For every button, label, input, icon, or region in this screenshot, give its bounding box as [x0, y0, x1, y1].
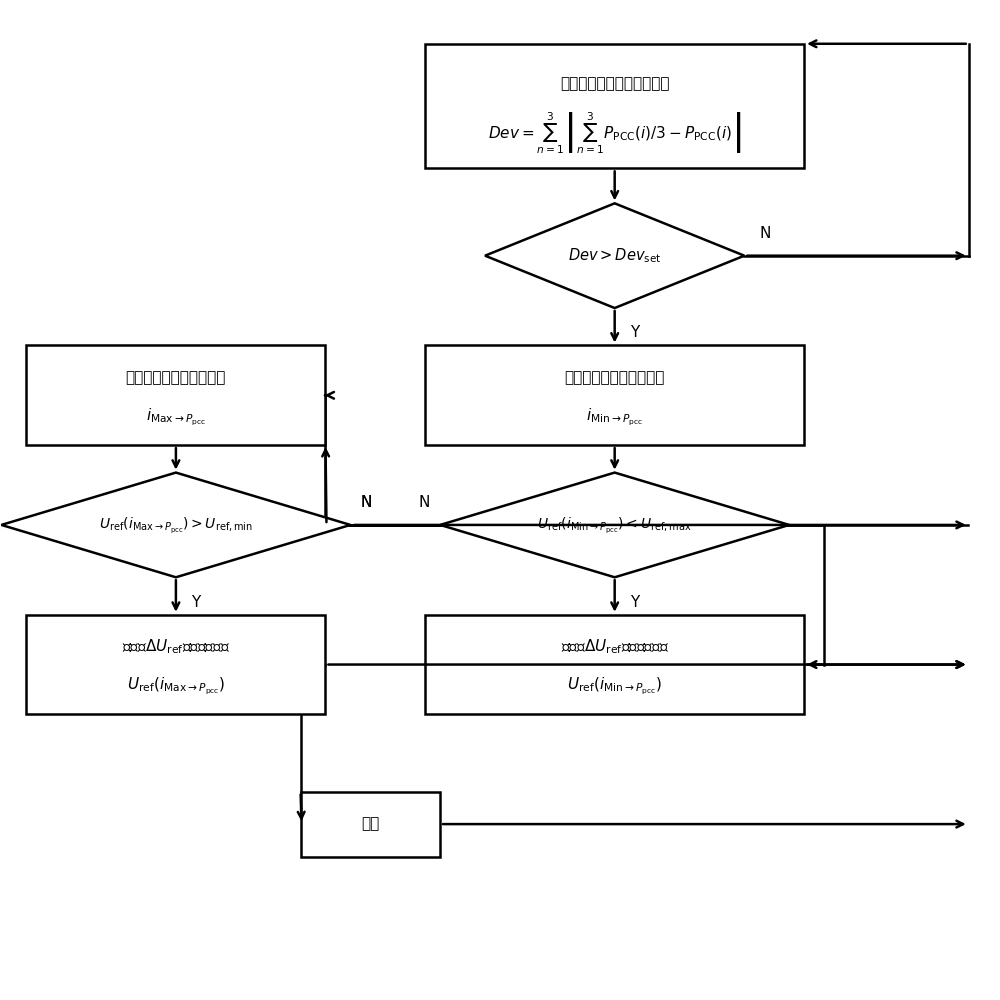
- Text: Y: Y: [191, 595, 200, 610]
- Text: 告警: 告警: [361, 817, 379, 832]
- Text: 计算三端进线功率不平衡度: 计算三端进线功率不平衡度: [560, 76, 669, 91]
- Text: N: N: [360, 495, 372, 510]
- Text: $Dev=\sum_{n=1}^{3}\left|\sum_{n=1}^{3}P_{\rm PCC}(i)/3-P_{\rm PCC}(i)\right|$: $Dev=\sum_{n=1}^{3}\left|\sum_{n=1}^{3}P…: [488, 111, 741, 156]
- Text: N: N: [759, 226, 771, 241]
- Text: N: N: [419, 495, 430, 510]
- FancyBboxPatch shape: [26, 345, 325, 445]
- Polygon shape: [485, 203, 744, 308]
- Text: 寻找功率最小的进线编号: 寻找功率最小的进线编号: [564, 370, 665, 385]
- Text: 按步长$\Delta U_{{\rm ref}}$减少参考电压: 按步长$\Delta U_{{\rm ref}}$减少参考电压: [122, 637, 230, 656]
- Text: Y: Y: [630, 595, 639, 610]
- FancyBboxPatch shape: [301, 792, 440, 857]
- Text: $U_{{\rm ref}}(i_{{\rm Min}\rightarrow P_{{\rm pcc}}})<U_{{\rm ref,max}}$: $U_{{\rm ref}}(i_{{\rm Min}\rightarrow P…: [537, 515, 692, 535]
- Text: Y: Y: [630, 325, 639, 340]
- Text: N: N: [360, 495, 372, 510]
- Text: $U_{{\rm ref}}(i_{{\rm Max}\rightarrow P_{{\rm pcc}}})>U_{{\rm ref,min}}$: $U_{{\rm ref}}(i_{{\rm Max}\rightarrow P…: [99, 515, 253, 535]
- Text: $Dev>Dev_{\rm set}$: $Dev>Dev_{\rm set}$: [568, 246, 661, 265]
- Polygon shape: [440, 473, 789, 577]
- FancyBboxPatch shape: [425, 44, 804, 168]
- Text: $i_{{\rm Min}\rightarrow P_{{\rm pcc}}}$: $i_{{\rm Min}\rightarrow P_{{\rm pcc}}}$: [586, 407, 643, 428]
- Text: $i_{{\rm Max}\rightarrow P_{{\rm pcc}}}$: $i_{{\rm Max}\rightarrow P_{{\rm pcc}}}$: [146, 407, 206, 428]
- FancyBboxPatch shape: [425, 345, 804, 445]
- Text: $U_{{\rm ref}}(i_{{\rm Max}\rightarrow P_{{\rm pcc}}})$: $U_{{\rm ref}}(i_{{\rm Max}\rightarrow P…: [127, 676, 225, 697]
- FancyBboxPatch shape: [26, 615, 325, 714]
- Polygon shape: [1, 473, 350, 577]
- Text: 寻找功率最大的进线编号: 寻找功率最大的进线编号: [126, 370, 226, 385]
- Text: 按步长$\Delta U_{{\rm ref}}$增加参考电压: 按步长$\Delta U_{{\rm ref}}$增加参考电压: [561, 637, 669, 656]
- FancyBboxPatch shape: [425, 615, 804, 714]
- Text: $U_{{\rm ref}}(i_{{\rm Min}\rightarrow P_{{\rm pcc}}})$: $U_{{\rm ref}}(i_{{\rm Min}\rightarrow P…: [567, 676, 662, 697]
